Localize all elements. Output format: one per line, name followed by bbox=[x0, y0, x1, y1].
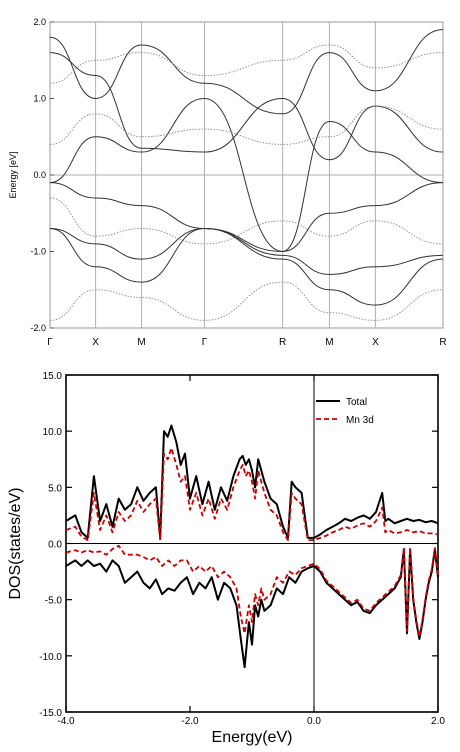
band-line-0 bbox=[50, 182, 443, 253]
dos-y-tick-label: -10.0 bbox=[39, 652, 62, 663]
band-y-tick-label: 2.0 bbox=[33, 17, 46, 27]
k-point-label: Γ bbox=[202, 337, 208, 348]
k-point-label: X bbox=[92, 337, 99, 348]
band-y-tick-label: 1.0 bbox=[33, 94, 46, 104]
band-y-tick-label: -1.0 bbox=[30, 247, 46, 257]
band-line-3 bbox=[50, 97, 443, 253]
legend-label-mn-3d: Mn 3d bbox=[346, 415, 374, 426]
band-y-axis-label: Energy [eV] bbox=[8, 151, 18, 198]
dos-x-tick-label: 0.0 bbox=[307, 716, 321, 727]
dos-x-tick-label: -4.0 bbox=[57, 716, 75, 727]
k-point-label: M bbox=[325, 337, 333, 348]
dos-y-tick-label: 5.0 bbox=[48, 483, 62, 494]
band-line-4 bbox=[50, 52, 443, 161]
k-point-label: M bbox=[137, 337, 145, 348]
dos-y-axis-label: DOS(states/eV) bbox=[7, 487, 24, 599]
band-y-tick-label: -2.0 bbox=[30, 323, 46, 333]
band-line-2 bbox=[50, 228, 443, 306]
dos-series-total bbox=[65, 424, 439, 539]
k-point-label: X bbox=[372, 337, 379, 348]
band-line-7 bbox=[50, 44, 443, 84]
dos-series-total bbox=[65, 548, 439, 669]
k-point-label: R bbox=[439, 337, 446, 348]
dos-x-tick-label: 2.0 bbox=[431, 716, 445, 727]
band-line-8 bbox=[50, 197, 443, 245]
k-point-label: R bbox=[279, 337, 286, 348]
legend-label-total: Total bbox=[346, 397, 367, 408]
dos-y-tick-label: -15.0 bbox=[39, 708, 62, 719]
k-point-label: Γ bbox=[47, 337, 53, 348]
dos-y-tick-label: -5.0 bbox=[45, 596, 63, 607]
dos-series-mn-3d bbox=[65, 447, 439, 542]
band-line-9 bbox=[50, 105, 443, 145]
band-line-1 bbox=[50, 228, 443, 275]
dos-series-mn-3d bbox=[65, 544, 439, 638]
dos-x-axis-label: Energy(eV) bbox=[212, 729, 293, 746]
dos-chart: 15.0 10.0 5.0 0.0 -5.0 -10.0 -15.0-4.0 -2.0 0.0 2… bbox=[7, 371, 445, 746]
band-y-tick-label: 0.0 bbox=[33, 170, 46, 180]
dos-y-tick-label: 10.0 bbox=[43, 427, 63, 438]
dos-x-tick-label: -2.0 bbox=[181, 716, 199, 727]
band-line-6 bbox=[50, 281, 443, 321]
dos-y-tick-label: 0.0 bbox=[48, 540, 62, 551]
band-structure-chart: 2.0 1.0 0.0 -1.0 -2.0 Energy [eV] Γ X M Γ R M X R bbox=[8, 17, 447, 348]
band-line-5 bbox=[50, 29, 443, 115]
dos-y-tick-label: 15.0 bbox=[43, 371, 63, 382]
